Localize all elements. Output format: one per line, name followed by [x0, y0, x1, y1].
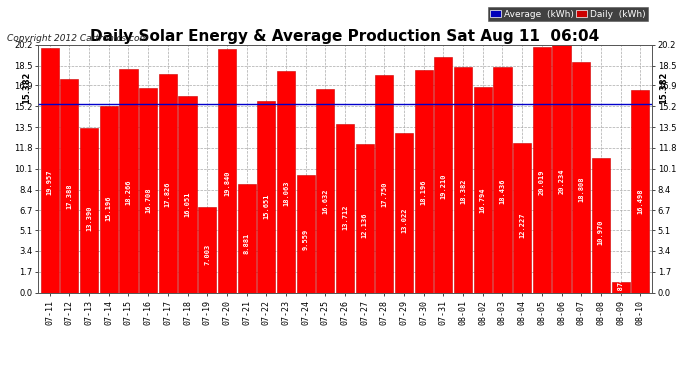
Legend: Average  (kWh), Daily  (kWh): Average (kWh), Daily (kWh) [488, 8, 647, 21]
Text: 18.063: 18.063 [283, 180, 289, 206]
Text: 8.881: 8.881 [244, 233, 250, 254]
Text: 16.708: 16.708 [145, 188, 151, 213]
Text: 17.826: 17.826 [165, 182, 171, 207]
Title: Daily Solar Energy & Average Production Sat Aug 11  06:04: Daily Solar Energy & Average Production … [90, 29, 600, 44]
Bar [513, 143, 531, 292]
Bar [237, 184, 255, 292]
Bar [336, 124, 354, 292]
Text: 17.750: 17.750 [382, 182, 387, 207]
Bar [611, 282, 629, 292]
Bar [493, 67, 511, 292]
Bar [139, 88, 157, 292]
Bar [355, 144, 374, 292]
Text: 20.234: 20.234 [558, 168, 564, 194]
Bar [218, 50, 236, 292]
Bar [80, 129, 98, 292]
Text: 16.794: 16.794 [480, 187, 486, 213]
Text: 16.498: 16.498 [638, 189, 643, 214]
Text: 15.651: 15.651 [264, 194, 269, 219]
Bar [100, 106, 118, 292]
Text: 15.382: 15.382 [660, 72, 669, 104]
Bar [454, 67, 472, 292]
Text: 13.390: 13.390 [86, 206, 92, 231]
Bar [316, 89, 335, 292]
Bar [119, 69, 137, 292]
Bar [179, 96, 197, 292]
Text: 18.382: 18.382 [460, 178, 466, 204]
Bar [395, 133, 413, 292]
Bar [415, 69, 433, 292]
Text: 18.436: 18.436 [500, 178, 506, 204]
Text: Copyright 2012 Cartronics.com: Copyright 2012 Cartronics.com [7, 34, 148, 43]
Bar [159, 74, 177, 292]
Text: 12.136: 12.136 [362, 213, 368, 238]
Bar [257, 101, 275, 292]
Text: 15.196: 15.196 [106, 196, 112, 222]
Bar [198, 207, 216, 292]
Bar [631, 90, 649, 292]
Bar [435, 57, 453, 292]
Text: 19.840: 19.840 [224, 170, 230, 196]
Bar [375, 75, 393, 292]
Text: 20.019: 20.019 [539, 170, 545, 195]
Text: 17.388: 17.388 [66, 184, 72, 209]
Bar [61, 80, 79, 292]
Text: 18.266: 18.266 [126, 179, 132, 204]
Text: 7.003: 7.003 [204, 243, 210, 264]
Bar [592, 158, 610, 292]
Bar [277, 71, 295, 292]
Text: 19.210: 19.210 [440, 174, 446, 200]
Text: 12.227: 12.227 [519, 212, 525, 238]
Text: 13.022: 13.022 [401, 208, 407, 234]
Text: 18.808: 18.808 [578, 176, 584, 201]
Bar [41, 48, 59, 292]
Text: 9.559: 9.559 [303, 229, 308, 251]
Text: 13.712: 13.712 [342, 204, 348, 230]
Text: 18.196: 18.196 [421, 179, 426, 205]
Text: 16.051: 16.051 [184, 191, 190, 217]
Text: 19.957: 19.957 [47, 170, 52, 195]
Bar [553, 45, 571, 292]
Bar [533, 47, 551, 292]
Bar [572, 62, 590, 292]
Text: 10.970: 10.970 [598, 219, 604, 245]
Bar [297, 176, 315, 292]
Text: 16.632: 16.632 [322, 188, 328, 213]
Text: 15.382: 15.382 [21, 72, 30, 104]
Text: 0.874: 0.874 [618, 277, 624, 298]
Bar [474, 87, 492, 292]
